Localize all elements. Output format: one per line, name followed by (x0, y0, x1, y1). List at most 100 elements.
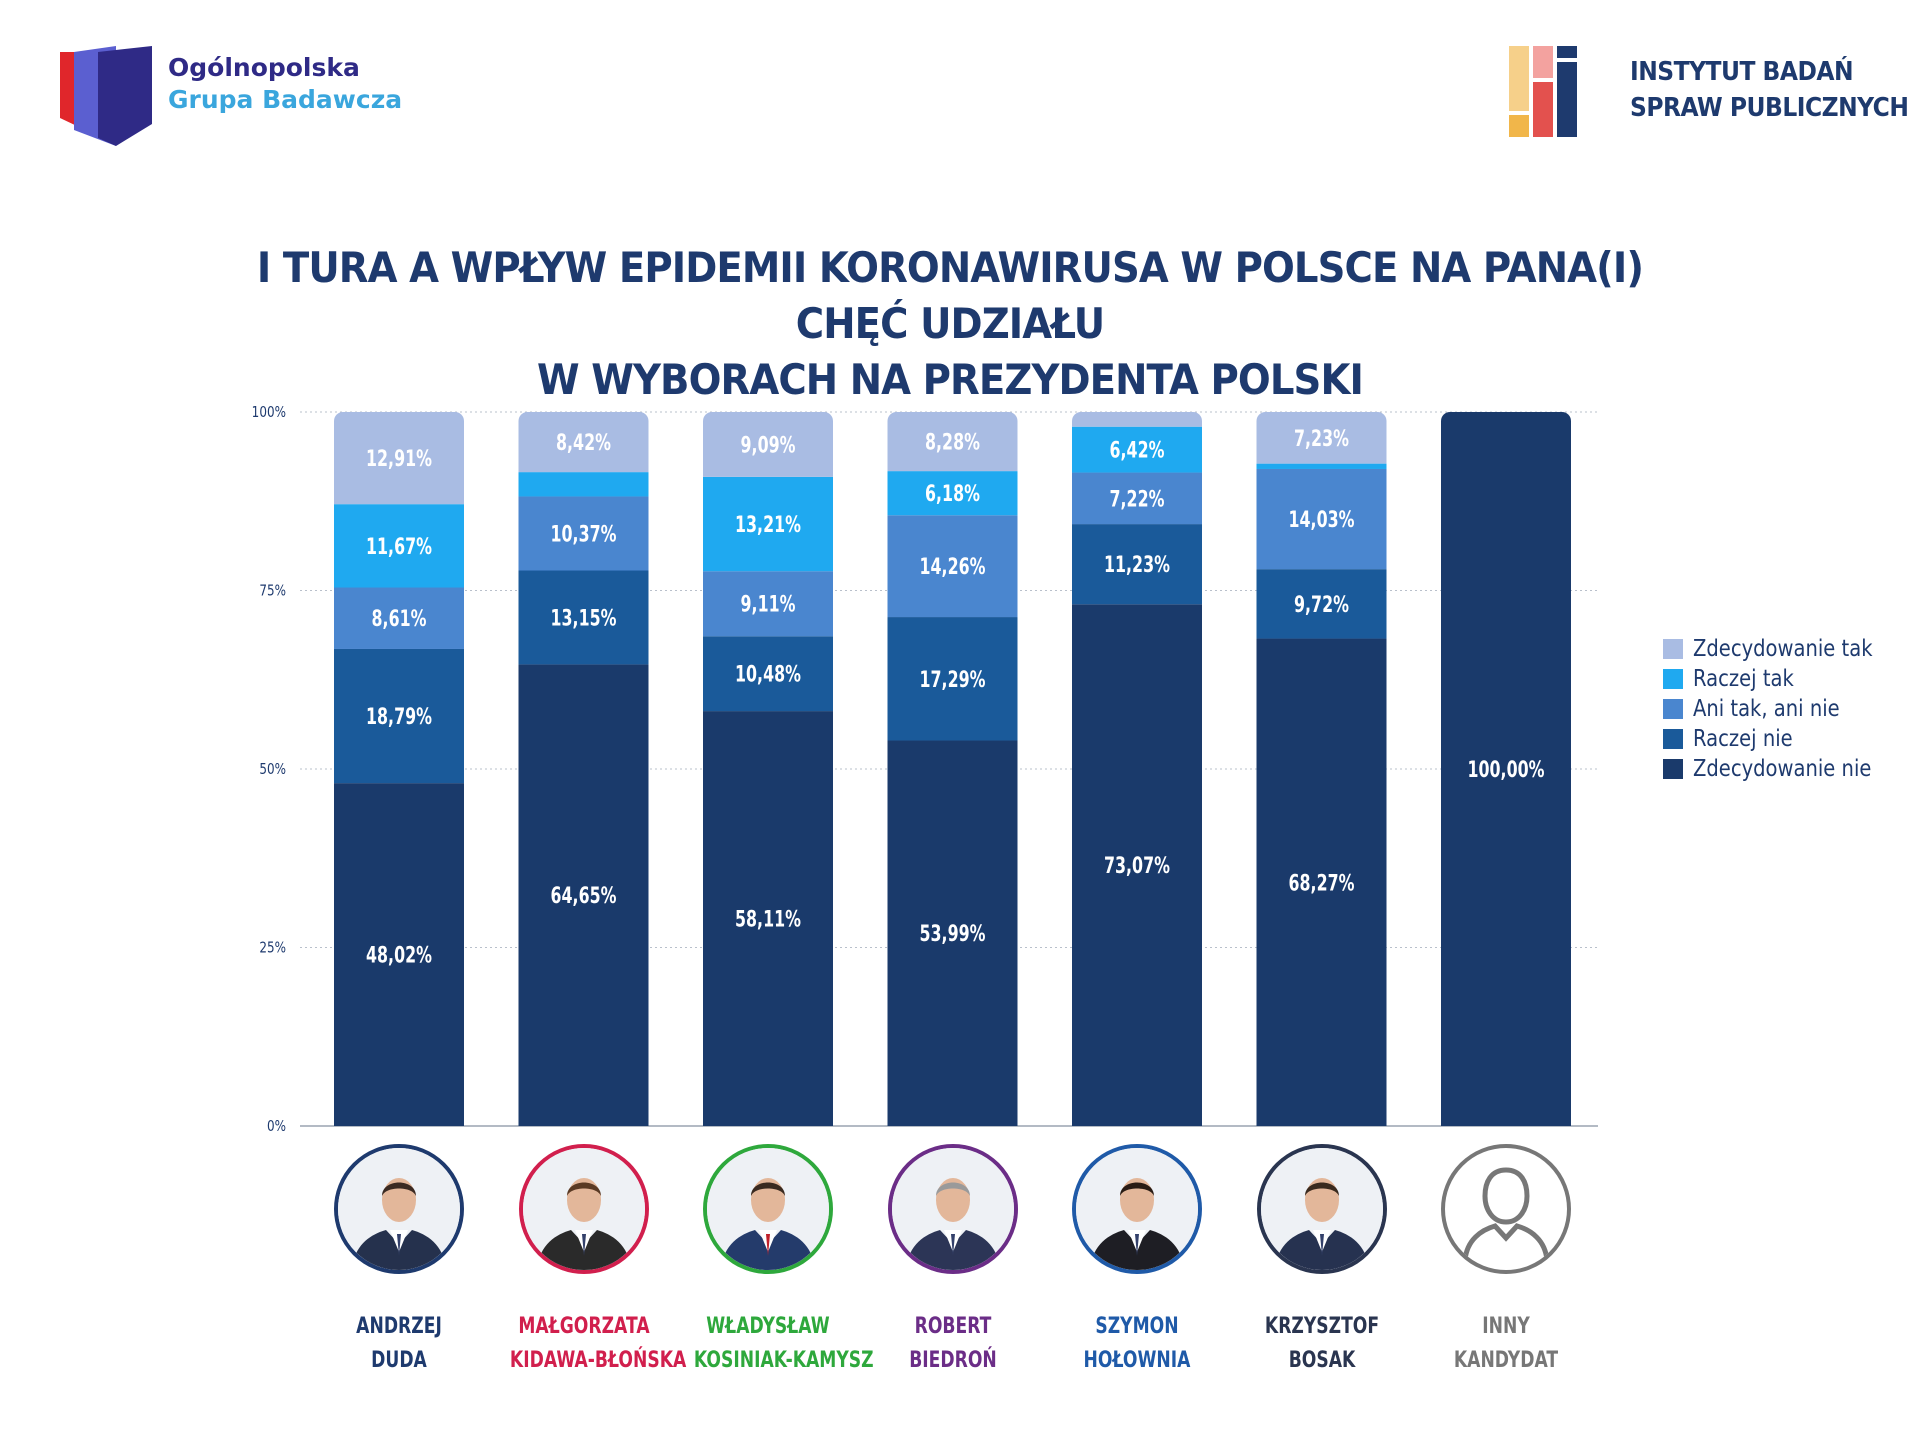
data-label: 8,28% (925, 429, 980, 455)
candidate-name-line1: ANDRZEJ (356, 1314, 442, 1339)
data-label: 8,61% (372, 606, 427, 632)
data-label: 10,37% (551, 521, 617, 547)
legend-label: Raczej nie (1693, 726, 1793, 752)
candidate-card: MAŁGORZATA KIDAWA-BŁOŃSKA (489, 1144, 686, 1378)
bar-stack (334, 412, 464, 1126)
bar-segment (703, 412, 833, 477)
bar-segment (1072, 524, 1202, 605)
candidate-name-line2: BOSAK (1288, 1348, 1355, 1373)
data-label: 13,21% (735, 511, 801, 537)
bar-segment (518, 664, 649, 1126)
data-label: 14,26% (920, 553, 986, 579)
bar-segment (703, 476, 833, 572)
candidate-name-line2: BIEDROŃ (908, 1348, 997, 1373)
y-tick-label: 50% (259, 761, 286, 779)
candidate-name: ROBERT BIEDROŃ (878, 1310, 1026, 1378)
bar-segment (703, 711, 833, 1126)
ogb-name-line1: Ogólnopolska (168, 53, 360, 82)
candidate-name: MAŁGORZATA KIDAWA-BŁOŃSKA (509, 1310, 685, 1378)
data-label: 53,99% (920, 921, 986, 947)
candidate-portrait (1256, 1144, 1387, 1274)
bar-segment (887, 515, 1018, 618)
candidate-portrait (518, 1144, 649, 1274)
bar-stack (1072, 412, 1202, 1126)
y-tick-label: 75% (259, 582, 286, 600)
candidate-name-line2: DUDA (371, 1348, 427, 1373)
candidate-name: SZYMON HOŁOWNIA (1063, 1310, 1211, 1378)
chart-legend: Zdecydowanie tak Raczej tak Ani tak, ani n… (1663, 634, 1904, 784)
candidate-name: WŁADYSŁAW KOSINIAK-KAMYSZ (693, 1310, 874, 1378)
bar-segment (887, 740, 1018, 1126)
legend-label: Zdecydowanie nie (1693, 756, 1872, 782)
person-placeholder-icon (1441, 1144, 1571, 1274)
bar-segment (1072, 412, 1202, 427)
legend-swatch (1663, 729, 1683, 749)
person-silhouette-icon (522, 1148, 645, 1270)
data-label: 64,65% (551, 883, 617, 909)
logo-ogolnopolska-grupa-badawcza: Ogólnopolska Grupa Badawcza (60, 46, 420, 146)
isp-name-line1: INSTYTUT BADAŃ (1630, 57, 1854, 87)
bar-segment (703, 636, 833, 712)
bar-stack (1256, 412, 1387, 1126)
candidate-card: WŁADYSŁAW KOSINIAK-KAMYSZ (673, 1144, 874, 1378)
data-label: 9,72% (1294, 591, 1349, 617)
bar-segment (518, 412, 649, 473)
person-silhouette-icon (338, 1148, 460, 1270)
data-label: 8,42% (556, 429, 611, 455)
bar-stack (887, 412, 1018, 1126)
data-label: 18,79% (366, 703, 432, 729)
data-label: 11,23% (1104, 552, 1170, 578)
legend-swatch (1663, 759, 1683, 779)
bar-segment (887, 412, 1018, 472)
ogb-name-line2: Grupa Badawcza (168, 85, 403, 114)
bar-segment (334, 783, 464, 1126)
candidate-card: ROBERT BIEDROŃ (858, 1144, 1048, 1378)
bar-segment (334, 504, 464, 588)
legend-item: Raczej nie (1663, 724, 1904, 754)
bar-segment (518, 496, 649, 571)
candidate-name-line1: INNY (1482, 1314, 1530, 1339)
data-label: 58,11% (735, 906, 801, 932)
candidate-portrait (334, 1144, 464, 1274)
isp-name-line2: SPRAW PUBLICZNYCH (1630, 93, 1909, 123)
bar-segment (334, 412, 464, 505)
bar-segment (334, 587, 464, 649)
user-silhouette-icon (1462, 1167, 1550, 1261)
data-label: 11,67% (366, 533, 432, 559)
isp-logo-icon (1509, 46, 1577, 137)
bar-segment (1441, 412, 1571, 1126)
bar-stack (1441, 412, 1571, 1126)
candidate-row: ANDRZEJ DUDA MAŁGORZATA KIDAWA-BŁOŃSKA WŁADY… (0, 1130, 1924, 1400)
candidate-name: INNY KANDYDAT (1432, 1310, 1580, 1378)
data-label: 73,07% (1104, 852, 1170, 878)
bar-segment (1256, 638, 1387, 1126)
bar-segment (1256, 468, 1387, 570)
legend-label: Ani tak, ani nie (1693, 696, 1840, 722)
candidate-name-line2: KOSINIAK-KAMYSZ (693, 1348, 874, 1373)
logo-instytut-spraw-publicznych: INSTYTUT BADAŃ SPRAW PUBLICZNYCH (1505, 42, 1909, 152)
candidate-card: KRZYSZTOF BOSAK (1227, 1144, 1417, 1378)
legend-item: Ani tak, ani nie (1663, 694, 1904, 724)
candidate-name-line2: KANDYDAT (1453, 1348, 1559, 1373)
legend-label: Raczej tak (1693, 666, 1794, 692)
bar-segment (1072, 472, 1202, 525)
candidate-name-line1: MAŁGORZATA (517, 1314, 650, 1339)
person-silhouette-icon (1076, 1148, 1198, 1270)
ogb-logo-icon (60, 46, 152, 146)
bar-segment (1256, 569, 1387, 639)
data-label: 6,18% (925, 481, 980, 507)
data-label: 9,09% (741, 432, 796, 458)
candidate-card: SZYMON HOŁOWNIA (1042, 1144, 1232, 1378)
data-label: 9,11% (741, 591, 796, 617)
candidate-name-line1: ROBERT (914, 1314, 991, 1339)
candidate-name: ANDRZEJ DUDA (325, 1310, 473, 1378)
data-label: 48,02% (366, 942, 432, 968)
candidate-name-line1: SZYMON (1095, 1314, 1179, 1339)
candidate-portrait (703, 1144, 833, 1274)
person-silhouette-icon (707, 1148, 829, 1270)
bar-segment (334, 648, 464, 784)
data-label: 12,91% (366, 445, 432, 471)
legend-item: Raczej tak (1663, 664, 1904, 694)
candidate-name-line1: KRZYSZTOF (1264, 1314, 1379, 1339)
